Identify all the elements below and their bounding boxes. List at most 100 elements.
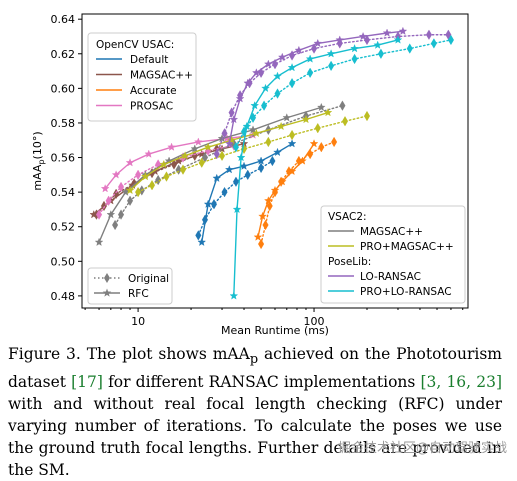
y-tick-label: 0.62 — [51, 48, 76, 61]
legend-label: Default — [130, 54, 168, 66]
data-point-star — [277, 52, 287, 61]
data-point-star — [264, 59, 273, 68]
series-line — [137, 115, 368, 193]
data-point-star — [316, 102, 326, 112]
legend-opencv-box — [87, 32, 197, 122]
data-point-diamond — [339, 100, 346, 111]
data-point-diamond — [258, 162, 265, 174]
data-point-diamond — [219, 150, 226, 162]
data-point-diamond — [232, 141, 239, 153]
data-point-diamond — [118, 209, 125, 220]
y-tick-label: 0.58 — [51, 117, 76, 130]
data-point-diamond — [341, 116, 349, 127]
legend-label: LO-RANSAC — [360, 271, 421, 283]
data-point-diamond — [406, 43, 413, 54]
data-point-diamond — [155, 174, 162, 186]
data-point-star — [141, 171, 150, 181]
series-group — [232, 34, 454, 153]
data-point-star — [100, 184, 110, 193]
data-point-star — [229, 114, 239, 124]
data-point-star — [276, 121, 286, 131]
series-line — [260, 141, 335, 245]
legend-label: PROSAC — [130, 101, 173, 113]
data-point-star — [224, 139, 234, 148]
data-point-diamond — [266, 200, 273, 212]
data-point-star — [94, 237, 104, 246]
data-point-star — [236, 152, 246, 162]
data-point-star — [180, 151, 190, 160]
data-point-diamond — [148, 180, 156, 191]
data-point-diamond — [318, 141, 325, 153]
data-point-diamond — [328, 60, 335, 72]
data-point-star — [358, 31, 368, 41]
series-line — [201, 143, 293, 243]
data-point-star — [270, 185, 280, 195]
caption-part-1: Figure 3. The plot shows mAA — [8, 345, 250, 363]
data-point-diamond — [274, 88, 281, 99]
series-layer — [89, 26, 454, 300]
data-point-diamond — [289, 129, 296, 141]
data-point-star — [261, 83, 270, 93]
series-group — [125, 108, 333, 195]
data-point-diamond — [430, 38, 437, 49]
series-group — [135, 110, 371, 198]
data-point-diamond — [269, 155, 276, 167]
data-point-star — [125, 185, 135, 195]
data-point-diamond — [289, 77, 296, 89]
caption-part-3: for different RANSAC implementations — [102, 373, 421, 392]
data-point-star — [242, 121, 252, 131]
legend-label: RFC — [128, 288, 149, 300]
figure-caption: Figure 3. The plot shows mAAp achieved o… — [8, 343, 502, 481]
data-point-star — [111, 170, 121, 179]
data-point-diamond — [195, 230, 202, 241]
data-point-diamond — [363, 110, 371, 122]
data-point-diamond — [118, 181, 125, 193]
data-point-star — [243, 78, 253, 87]
legend-group-title: VSAC2: — [328, 211, 367, 223]
data-point-star — [313, 38, 323, 48]
data-point-diamond — [261, 100, 268, 111]
data-point-star — [89, 210, 99, 219]
data-point-star — [203, 142, 213, 151]
data-point-star — [287, 63, 297, 72]
caption-citation-1: [17] — [71, 373, 103, 392]
data-point-diamond — [96, 209, 103, 220]
data-point-star — [203, 199, 213, 208]
data-point-star — [309, 139, 319, 148]
legend-opencv-title: OpenCV USAC: — [96, 39, 174, 51]
caption-part-2: achieved on the Phototourism dataset — [8, 345, 502, 392]
caption-citation-2: [3, 16, 23] — [420, 373, 502, 392]
y-tick-label: 0.60 — [51, 82, 76, 95]
data-point-diamond — [175, 164, 182, 175]
data-point-star — [224, 165, 234, 174]
data-point-diamond — [127, 195, 134, 206]
legend-label: PRO+LO-RANSAC — [360, 286, 452, 298]
data-point-diamond — [314, 122, 321, 134]
data-point-star — [252, 128, 261, 138]
data-point-diamond — [179, 164, 187, 175]
series-line — [98, 144, 235, 216]
data-point-star — [167, 142, 176, 151]
data-point-star — [264, 196, 273, 205]
legend-label: PRO+MAGSAC++ — [360, 241, 454, 253]
data-point-diamond — [425, 29, 432, 40]
data-point-diamond — [213, 148, 220, 160]
data-point-star — [227, 135, 236, 144]
axes-layer: 0.48 0.50 0.52 0.54 0.56 0.58 0.60 0.62 0.64 10 10… — [51, 13, 464, 328]
series-line — [129, 111, 329, 192]
watermark-text: 掘金技术社区@自动驾驶实战 — [337, 441, 507, 456]
y-tick-label: 0.54 — [51, 186, 76, 199]
data-point-star — [193, 137, 203, 146]
legend-layer: OpenCV USAC: Default MAGSAC++ Accurate PROSA… — [87, 32, 466, 305]
data-point-diamond — [232, 176, 239, 187]
data-point-star — [373, 40, 383, 49]
x-axis-label: Mean Runtime (ms) — [221, 324, 329, 337]
data-point-star — [301, 114, 311, 124]
data-point-diamond — [112, 219, 119, 231]
data-point-diamond — [265, 136, 272, 148]
runtime-vs-maa-chart: 0.48 0.50 0.52 0.54 0.56 0.58 0.60 0.62 0.64 10 10… — [31, 13, 469, 337]
data-point-diamond — [295, 155, 302, 167]
data-point-diamond — [135, 186, 142, 198]
data-point-star — [287, 166, 297, 176]
data-point-diamond — [135, 169, 142, 181]
